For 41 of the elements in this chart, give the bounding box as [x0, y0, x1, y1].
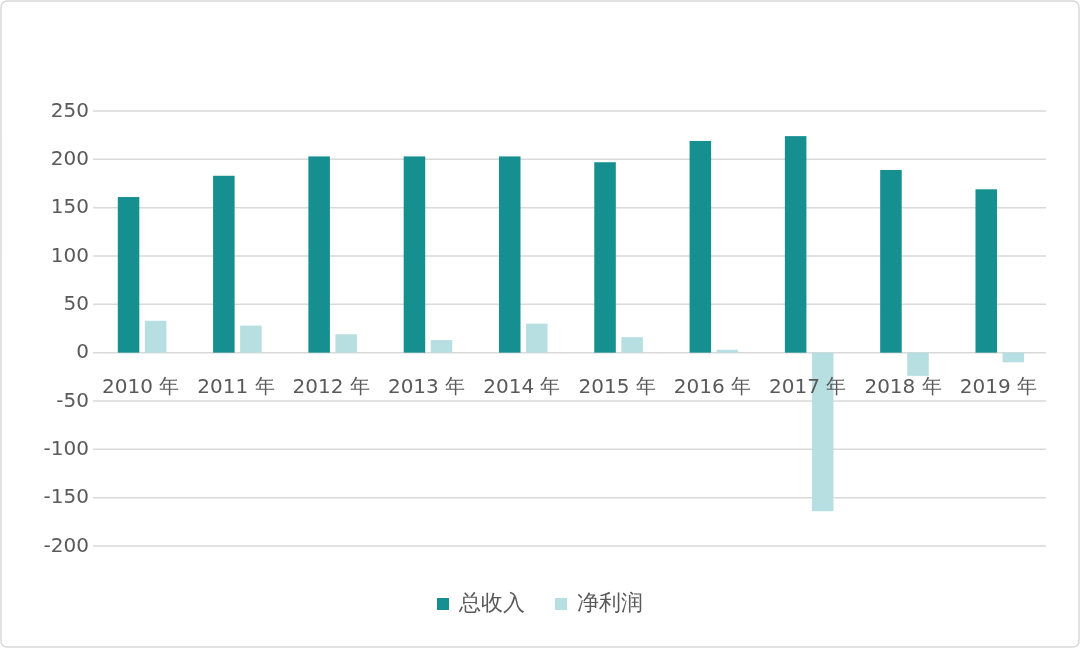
y-tick-label: -100 — [43, 435, 89, 460]
legend-label: 总收入 — [458, 590, 525, 615]
bar — [1002, 352, 1025, 363]
x-tick-label: 2018 年 — [864, 374, 942, 399]
bar — [975, 189, 998, 353]
y-tick-label: 250 — [50, 97, 89, 122]
y-tick-label: 100 — [50, 242, 89, 267]
y-tick-label: 0 — [76, 339, 89, 364]
bar — [403, 156, 426, 353]
bar — [335, 334, 357, 353]
y-tick-label: 200 — [50, 145, 89, 170]
bar — [213, 175, 235, 353]
x-tick-label: 2013 年 — [387, 374, 466, 399]
bar — [716, 349, 739, 353]
x-tick-label: 2015 年 — [578, 374, 656, 399]
bar — [144, 320, 167, 353]
bar — [117, 197, 140, 353]
x-tick-label: 2014 年 — [483, 374, 561, 399]
bar — [594, 162, 616, 353]
bar — [308, 156, 330, 353]
x-tick-label: 2010 年 — [102, 374, 180, 399]
y-tick-label: -50 — [56, 387, 89, 412]
bar — [498, 156, 521, 353]
x-tick-label: 2016 年 — [673, 374, 752, 399]
x-tick-label: 2017 年 — [769, 374, 847, 399]
bar — [784, 136, 807, 353]
legend-label: 净利润 — [577, 590, 643, 615]
x-tick-label: 2012 年 — [292, 374, 370, 399]
bar — [689, 140, 712, 353]
bar — [240, 325, 262, 353]
y-tick-label: 50 — [63, 290, 89, 315]
bar — [430, 340, 453, 353]
y-tick-label: 150 — [50, 194, 89, 219]
x-tick-label: 2019 年 — [959, 374, 1037, 399]
bar — [621, 337, 643, 353]
bar — [526, 323, 548, 353]
y-tick-label: -150 — [43, 484, 89, 509]
x-tick-label: 2011 年 — [197, 374, 275, 399]
y-tick-label: -200 — [43, 532, 89, 557]
bar — [907, 352, 929, 376]
bar — [880, 169, 902, 353]
